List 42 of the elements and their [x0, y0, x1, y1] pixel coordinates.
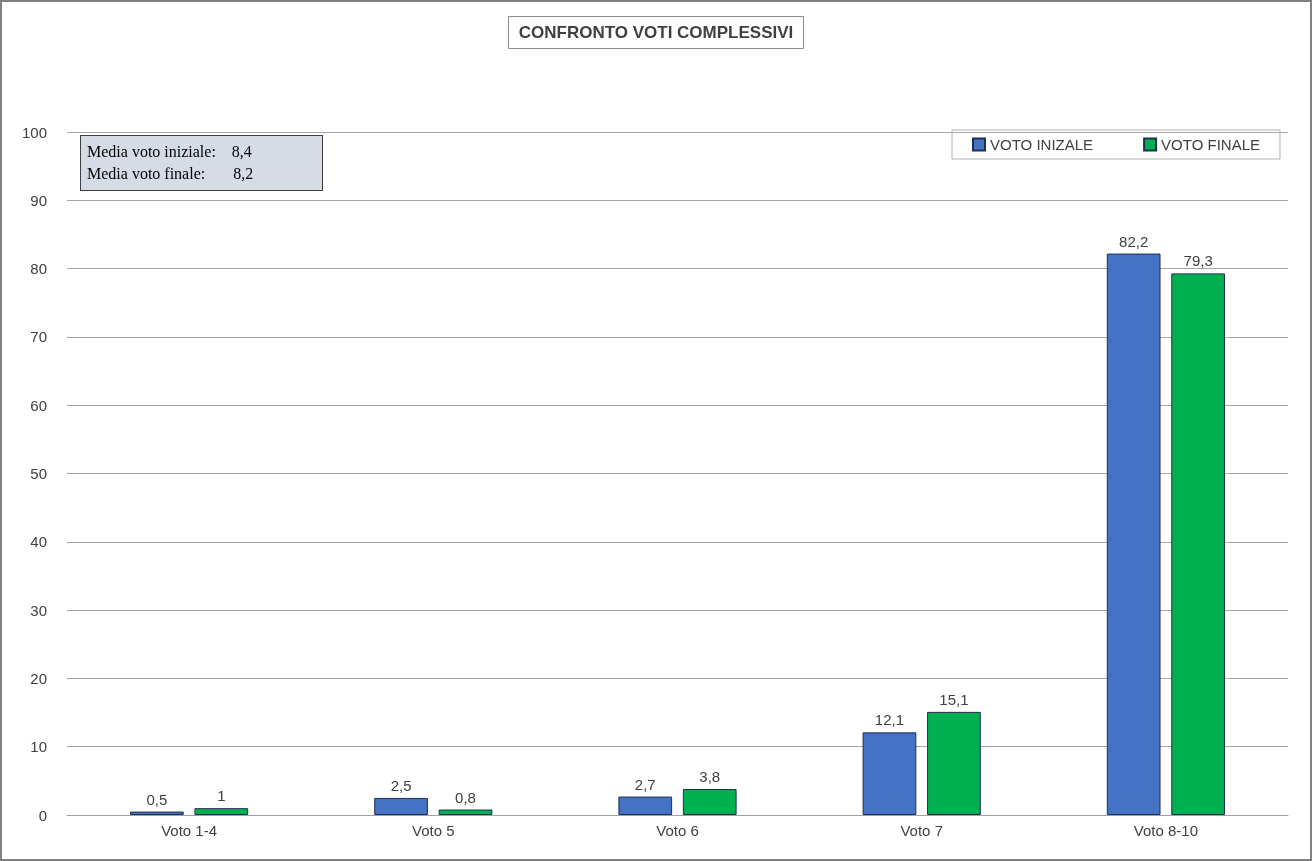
y-tick-label: 0 — [38, 806, 47, 824]
data-label: 2,5 — [390, 776, 412, 794]
legend-label: VOTO INIZALE — [990, 136, 1094, 153]
x-tick-label: Voto 7 — [900, 822, 943, 839]
x-tick-label: Voto 8-10 — [1133, 822, 1199, 839]
data-label: 79,3 — [1183, 252, 1213, 270]
y-tick-label: 50 — [30, 465, 47, 482]
y-tick-label: 90 — [30, 191, 47, 209]
bar — [927, 711, 981, 815]
data-label: 2,7 — [634, 775, 656, 793]
chart-title: CONFRONTO VOTI COMPLESSIVI — [518, 23, 794, 42]
x-tick-label: Voto 6 — [656, 822, 699, 839]
data-label: 3,8 — [699, 768, 721, 786]
x-tick-label: Voto 1-4 — [161, 822, 218, 839]
bar — [1171, 273, 1225, 815]
bar — [130, 811, 184, 815]
bar — [682, 789, 737, 815]
data-label: 12,1 — [874, 711, 905, 729]
y-tick-label: 80 — [30, 260, 47, 278]
data-label: 1 — [217, 787, 226, 805]
bar — [438, 809, 493, 815]
note-box: Media voto iniziale: 8,4 Media voto finale: 8,2 — [80, 135, 323, 191]
bar — [618, 796, 673, 815]
y-tick-label: 100 — [21, 123, 47, 141]
data-label: 0,5 — [146, 790, 168, 808]
y-tick-label: 10 — [30, 738, 47, 756]
y-tick-label: 60 — [30, 396, 47, 414]
bar — [194, 808, 249, 815]
data-label: 0,8 — [455, 788, 476, 806]
legend-label: VOTO FINALE — [1161, 136, 1261, 153]
y-tick-label: 40 — [30, 533, 47, 551]
annotation: Media voto finale: 8,2 — [87, 164, 255, 184]
bar — [1106, 253, 1161, 815]
data-label: 15,1 — [939, 690, 969, 708]
x-tick-label: Voto 5 — [412, 822, 455, 839]
annotation: Media voto iniziale: 8,4 — [87, 142, 253, 162]
y-tick-label: 20 — [30, 669, 47, 687]
y-tick-label: 70 — [30, 328, 47, 346]
bar — [374, 797, 428, 815]
bar — [862, 732, 917, 815]
y-tick-label: 30 — [30, 601, 47, 619]
data-label: 82,2 — [1119, 232, 1149, 250]
